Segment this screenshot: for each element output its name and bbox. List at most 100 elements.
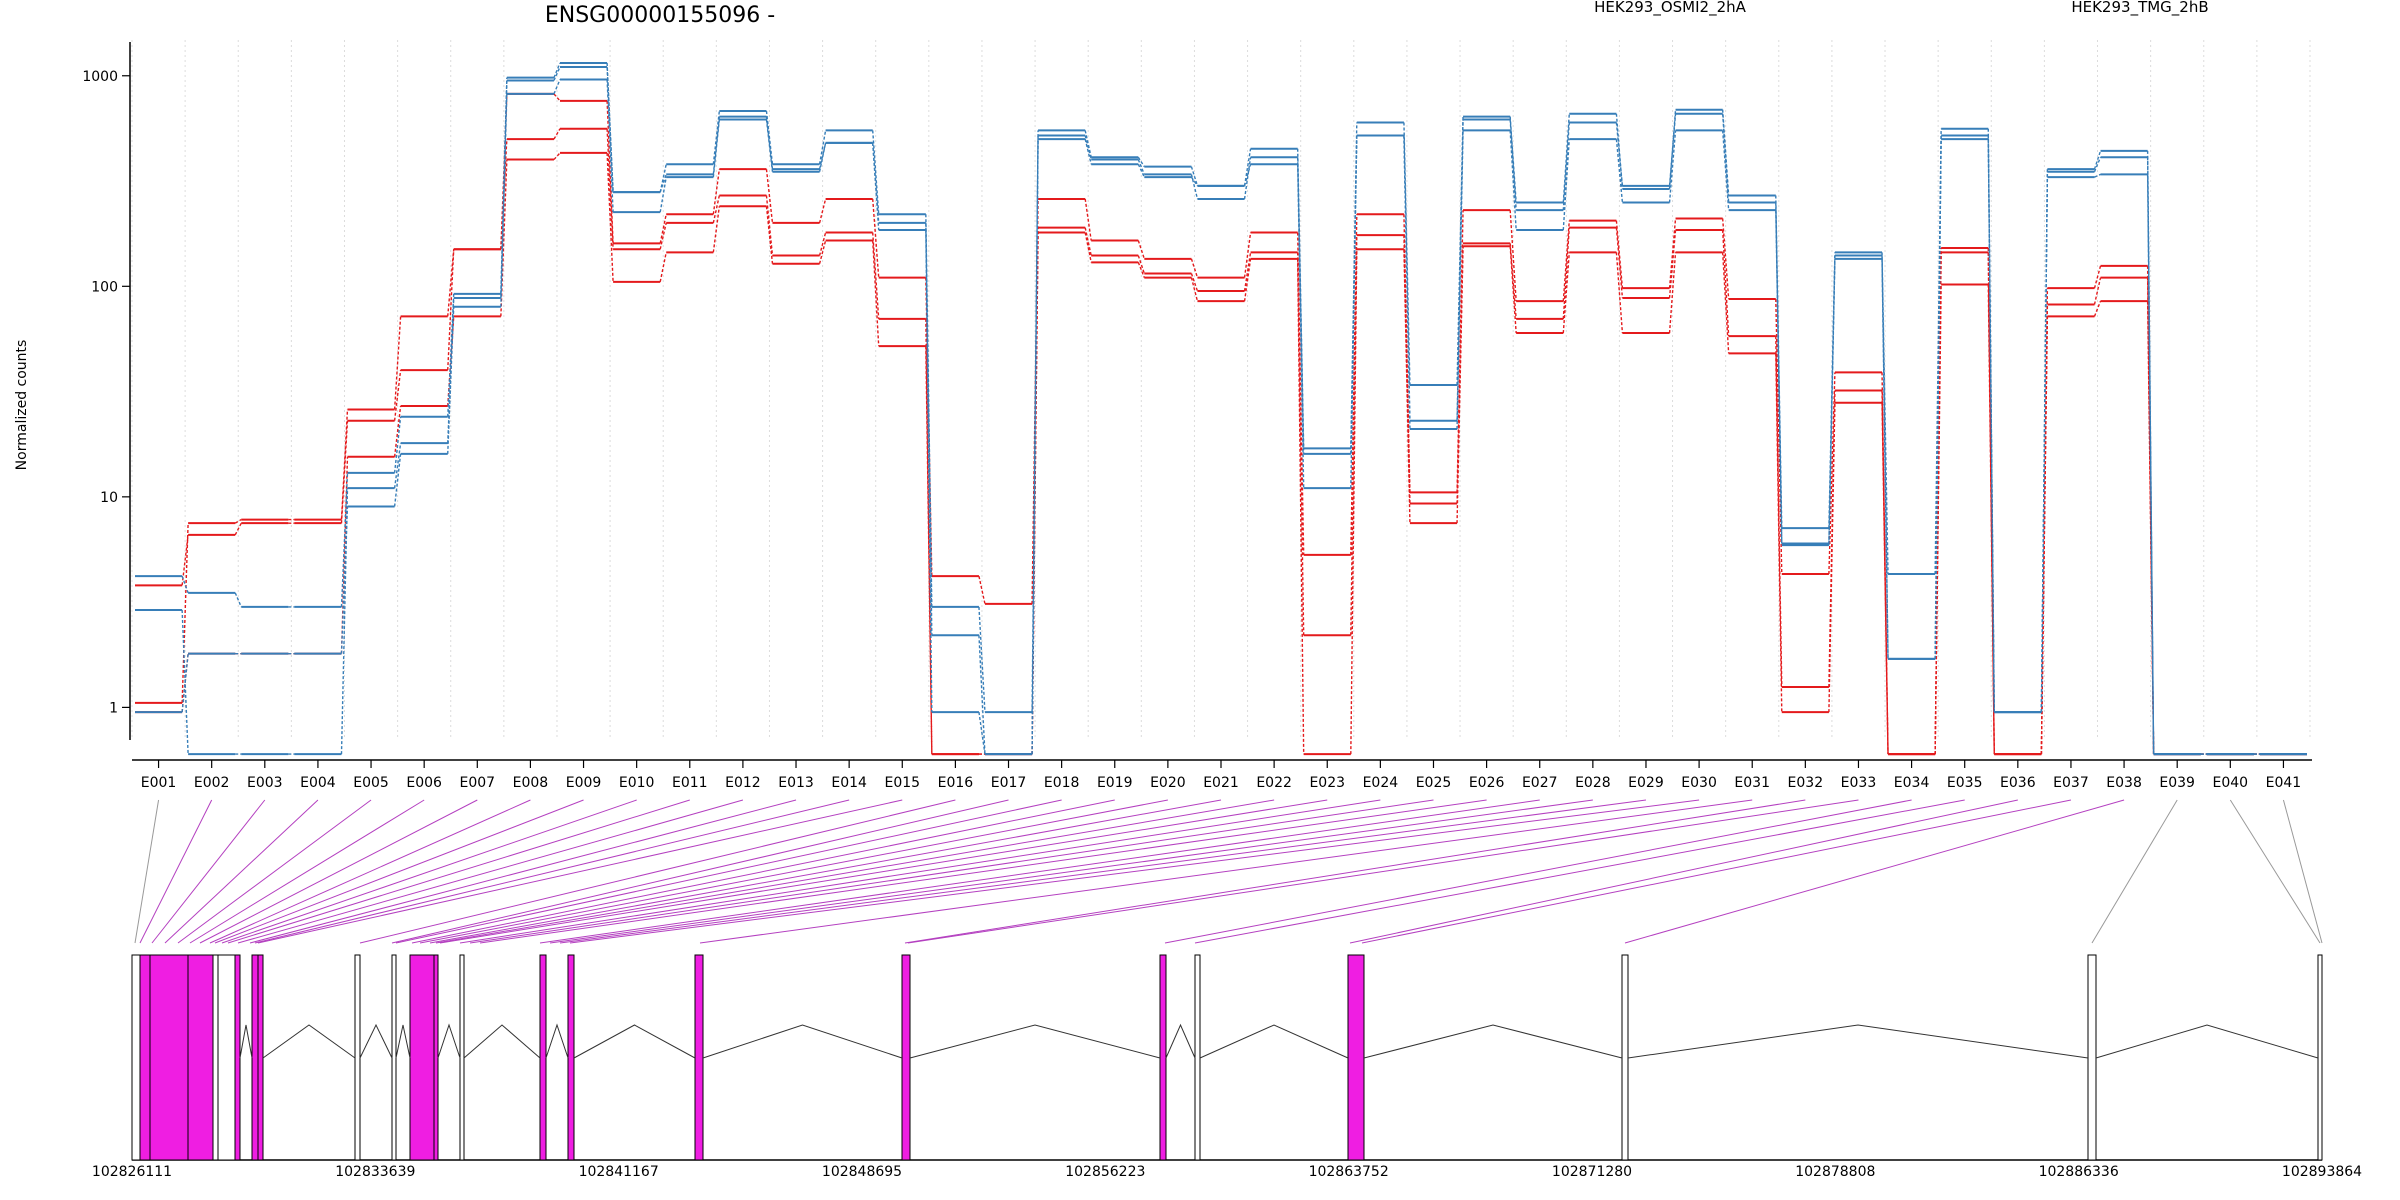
series-connector — [340, 420, 349, 524]
exon-connector — [1361, 799, 2072, 944]
series-connector — [1562, 252, 1570, 334]
series-connector — [2093, 300, 2102, 317]
series-connector — [1881, 258, 1889, 659]
series-connector — [1031, 139, 1039, 755]
series-connector — [1721, 130, 1730, 211]
series-connector — [553, 66, 561, 81]
exon-block — [1159, 954, 1167, 1161]
series-connector — [1296, 232, 1305, 555]
series-connector — [606, 152, 614, 282]
x-tick-label: E022 — [1256, 775, 1292, 791]
legend-entry-tmg: HEK293_TMG_2hB — [2071, 0, 2208, 17]
x-tick-label: E029 — [1628, 775, 1664, 791]
series-connector — [1190, 277, 1199, 302]
series-connector — [1084, 138, 1092, 165]
series-connector — [978, 606, 986, 713]
series-connector — [765, 169, 774, 224]
series-connector — [1350, 214, 1358, 555]
series-connector — [1721, 252, 1730, 354]
series-connector — [1615, 113, 1624, 190]
series-connector — [978, 711, 986, 755]
x-tick-label: E034 — [1894, 775, 1930, 791]
intron-line — [359, 1023, 393, 1059]
exon-connector — [549, 799, 1593, 944]
exon-connector — [237, 799, 744, 944]
x-tick-label: E033 — [1841, 775, 1877, 791]
series-connector — [606, 100, 614, 244]
y-tick-label: 1 — [109, 700, 118, 716]
series-connector — [712, 110, 721, 165]
series-connector — [1562, 227, 1570, 319]
exon-block — [2317, 954, 2323, 1161]
x-tick-label: E013 — [778, 775, 814, 791]
exon-block — [139, 954, 151, 1161]
exon-connector — [479, 799, 1487, 944]
x-tick-label: E036 — [2000, 775, 2036, 791]
series-connector — [765, 195, 774, 256]
exon-block — [391, 954, 397, 1161]
exon-connector — [164, 799, 319, 944]
series-connector — [818, 130, 827, 165]
series-6 — [135, 78, 2307, 756]
intron-line — [1165, 1023, 1196, 1059]
x-tick-label: E025 — [1416, 775, 1452, 791]
y-tick-label: 10 — [100, 490, 118, 506]
series-connector — [659, 177, 667, 213]
series-connector — [765, 119, 774, 172]
series-connector — [500, 93, 508, 307]
x-tick-label: E035 — [1947, 775, 1983, 791]
series-connector — [1668, 130, 1677, 203]
x-tick-label: E026 — [1469, 775, 1505, 791]
exon-block — [459, 954, 465, 1161]
series-connector — [1828, 402, 1836, 713]
x-tick-label: E010 — [619, 775, 655, 791]
series-connector — [1137, 159, 1145, 175]
series-connector — [2040, 177, 2049, 713]
x-tick-label: E041 — [2266, 775, 2302, 791]
x-tick-label: E037 — [2053, 775, 2089, 791]
intron-line — [702, 1024, 903, 1059]
chart-title: ENSG00000155096 - — [545, 3, 775, 28]
series-connector — [1350, 135, 1358, 489]
series-connector — [659, 164, 667, 193]
exon-connector — [2282, 799, 2323, 944]
intron-line — [395, 1024, 411, 1059]
x-tick-label: E030 — [1681, 775, 1717, 791]
series-connector — [2093, 157, 2102, 173]
y-tick-label: 1000 — [82, 69, 118, 85]
series-connector — [1509, 130, 1517, 231]
series-connector — [393, 405, 402, 457]
exon-connector — [391, 799, 1009, 944]
series-connector — [1987, 252, 1995, 755]
exon-connector — [177, 799, 372, 944]
series-4 — [135, 61, 2307, 756]
x-tick-label: E002 — [194, 775, 230, 791]
series-connector — [1350, 235, 1358, 636]
genomic-tick-label: 102841167 — [579, 1164, 659, 1180]
data-series — [135, 61, 2307, 756]
intron-line — [2095, 1024, 2319, 1059]
gene-model: 102826111 102833639 102841167 102848695 1028… — [92, 954, 2362, 1180]
series-connector — [1137, 255, 1145, 274]
exon-connector — [907, 799, 1859, 944]
exon-connector — [221, 799, 637, 944]
series-connector — [1509, 210, 1517, 302]
series-connector — [393, 416, 402, 473]
exon-connector — [2229, 799, 2321, 944]
series-connector — [553, 79, 561, 95]
exon-block — [539, 954, 547, 1161]
x-tick-label: E008 — [513, 775, 549, 791]
exon-connector — [1349, 799, 2018, 944]
series-connector — [1509, 119, 1517, 211]
series-connector — [2094, 173, 2101, 178]
exon-connector — [569, 799, 1700, 944]
x-tick-label: E032 — [1788, 775, 1824, 791]
series-connector — [1615, 220, 1624, 289]
series-connector — [1456, 119, 1464, 421]
series-connector — [1668, 113, 1677, 186]
x-tick-label: E019 — [1097, 775, 1133, 791]
series-connector — [925, 230, 933, 713]
series-connector — [659, 252, 667, 282]
x-tick-label: E012 — [725, 775, 761, 791]
series-connector — [1296, 252, 1305, 636]
